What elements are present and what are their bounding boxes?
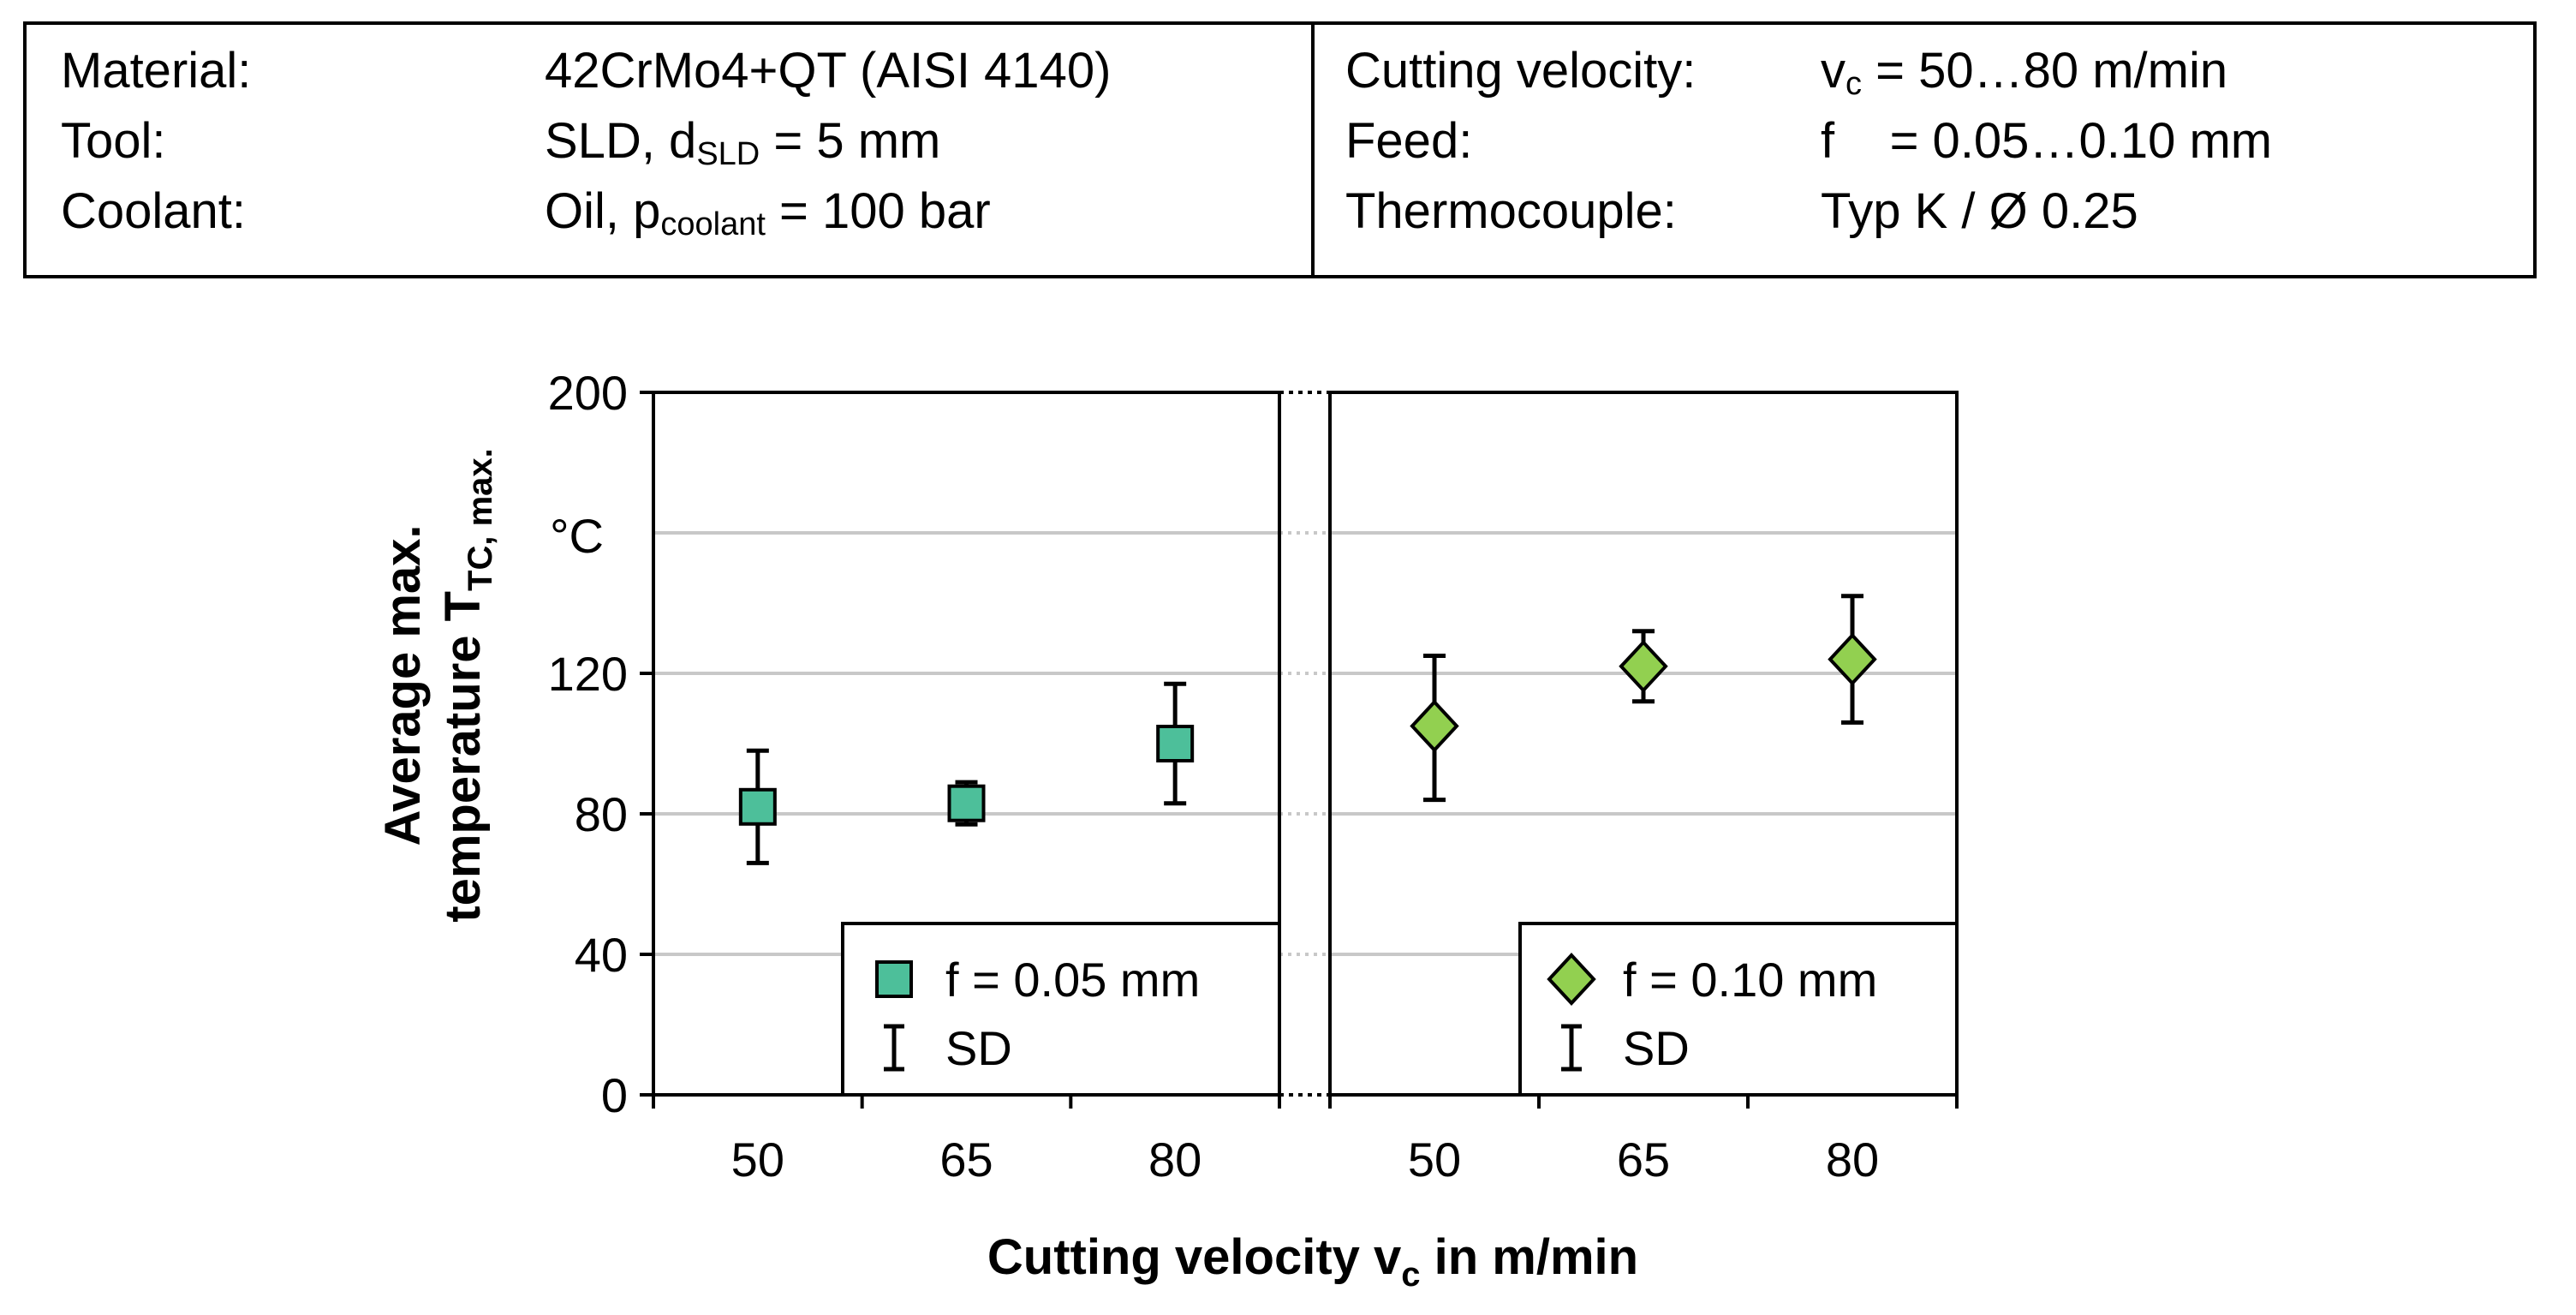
velocity-value: vc = 50…80 m/min (1821, 43, 2228, 102)
x-axis-ticks: 50 65 80 50 65 80 (652, 1095, 1959, 1186)
data-point-diamond (1410, 699, 1459, 753)
y-axis-label-line2: temperature TTC, max. (435, 448, 499, 923)
y-tick-label: 80 (575, 787, 628, 841)
y-tick-label: 120 (548, 647, 628, 701)
x-tick-label: 50 (1408, 1133, 1461, 1186)
legend-sd-label: SD (1623, 1021, 1690, 1075)
y-tick-label: 0 (601, 1068, 628, 1122)
y-axis-ticks: 0 40 80 120 200 (548, 366, 653, 1122)
tool-value: SLD, dSLD = 5 mm (545, 117, 940, 172)
legends: f = 0.05 mm SD f = 0.10 mm SD (841, 922, 1959, 1097)
data-point-square (738, 787, 777, 826)
legend-box (841, 922, 1281, 1097)
y-axis-label-line1: Average max. (375, 524, 431, 846)
coolant-label: Coolant: (61, 183, 247, 239)
tool-label: Tool: (61, 113, 166, 169)
material-value: 42CrMo4+QT (AISI 4140) (545, 43, 1112, 99)
material-label: Material: (61, 43, 252, 99)
y-tick-label: 200 (548, 366, 628, 420)
data-point-square (1156, 725, 1195, 762)
x-axis-label-suffix: in m/min (1421, 1229, 1639, 1285)
legend-sd-label: SD (945, 1021, 1012, 1075)
error-bars (746, 594, 1863, 865)
x-tick-label: 80 (1826, 1133, 1879, 1186)
x-axis-label-subscript: c (1401, 1256, 1420, 1294)
x-tick-label: 65 (1617, 1133, 1670, 1186)
coolant-value: Oil, pcoolant = 100 bar (545, 187, 991, 242)
velocity-label: Cutting velocity: (1345, 43, 1696, 99)
y-tick-label: 40 (575, 928, 628, 982)
x-axis-label: Cutting velocity vc in m/min (987, 1229, 1638, 1294)
y-axis-label-main: temperature T (435, 591, 491, 923)
data-point-diamond (1828, 632, 1877, 686)
velocity-value-suffix: = 50…80 m/min (1862, 43, 2228, 99)
x-axis-label-main: Cutting velocity v (987, 1229, 1401, 1285)
coolant-value-prefix: Oil, p (545, 183, 661, 239)
feed-value: f = 0.05…0.10 mm (1821, 113, 2273, 169)
x-tick-label: 50 (731, 1133, 784, 1186)
velocity-value-prefix: v (1821, 43, 1846, 99)
y-axis-label-subscript: TC, max. (462, 448, 499, 591)
x-tick-label: 65 (939, 1133, 993, 1186)
data-point-diamond (1619, 639, 1668, 693)
table-divider (1311, 25, 1315, 275)
thermocouple-label: Thermocouple: (1345, 183, 1677, 239)
parameter-table: Material: 42CrMo4+QT (AISI 4140) Tool: S… (23, 21, 2537, 278)
legend-marker-diamond (1547, 953, 1596, 1006)
data-markers (738, 632, 1877, 826)
coolant-value-suffix: = 100 bar (765, 183, 991, 239)
data-point-square (947, 784, 986, 822)
y-axis-unit: °C (550, 509, 604, 563)
legend-box (1518, 922, 1959, 1097)
gridlines (653, 531, 1957, 956)
thermocouple-value: Typ K / Ø 0.25 (1821, 183, 2138, 239)
feed-label: Feed: (1345, 113, 1473, 169)
velocity-value-subscript: c (1846, 66, 1862, 102)
tool-value-suffix: = 5 mm (760, 113, 941, 169)
tool-value-subscript: SLD (696, 136, 760, 172)
x-tick-label: 80 (1148, 1133, 1202, 1186)
legend-marker-square (875, 960, 913, 998)
coolant-value-subscript: coolant (660, 206, 766, 242)
legend-series-label: f = 0.10 mm (1623, 953, 1877, 1007)
tool-value-prefix: SLD, d (545, 113, 697, 169)
legend-series-label: f = 0.05 mm (945, 953, 1200, 1007)
